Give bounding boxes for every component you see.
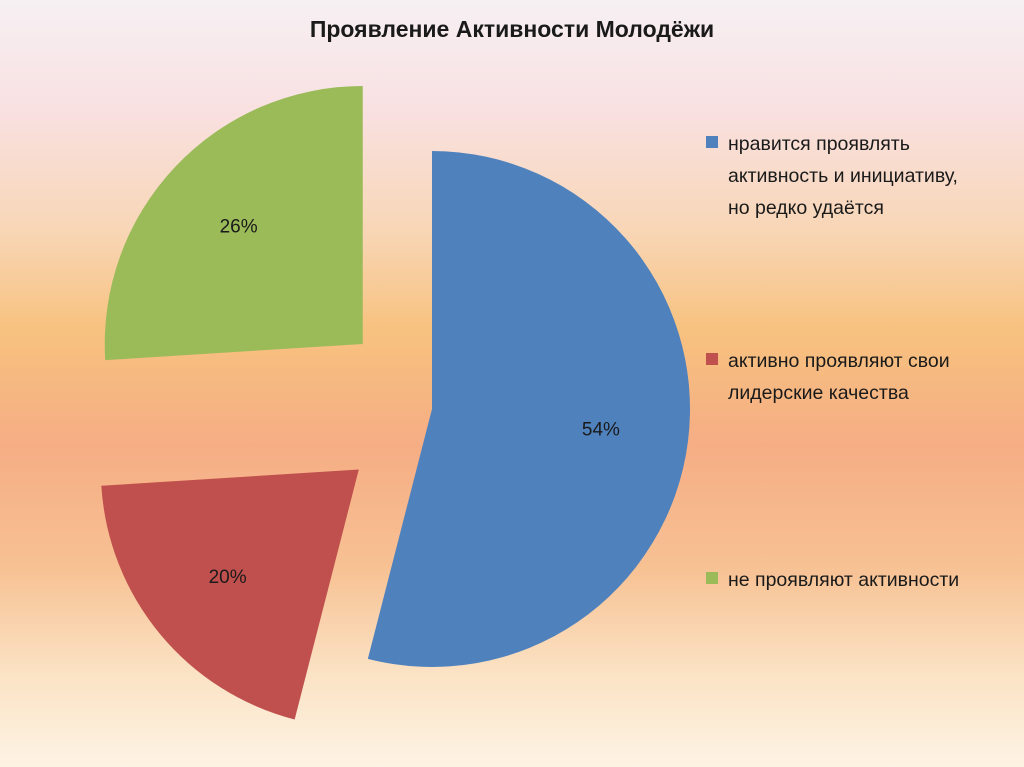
slice-green bbox=[104, 85, 363, 361]
slice-value-label: 54% bbox=[582, 419, 620, 440]
slice-value-label: 20% bbox=[209, 567, 247, 588]
legend-swatch-red bbox=[706, 353, 718, 365]
pie-chart: 54% 20% 26% bbox=[101, 85, 691, 720]
chart-title: Проявление Активности Молодёжи bbox=[309, 16, 715, 42]
legend-label: нравится проявлять активность и инициати… bbox=[728, 133, 958, 219]
legend-swatch-blue bbox=[706, 136, 718, 148]
slice-red bbox=[101, 469, 359, 720]
slice-blue bbox=[367, 151, 691, 668]
legend-item-red: активно проявляют свои лидерские качеств… bbox=[706, 345, 1024, 409]
slice-value-label: 26% bbox=[220, 216, 258, 237]
legend-label: не проявляют активности bbox=[728, 569, 960, 591]
legend-item-green: не проявляют активности bbox=[706, 564, 1024, 596]
legend-swatch-green bbox=[706, 572, 718, 584]
legend-label: активно проявляют свои лидерские качеств… bbox=[728, 350, 950, 404]
legend-item-blue: нравится проявлять активность и инициати… bbox=[706, 128, 1024, 224]
